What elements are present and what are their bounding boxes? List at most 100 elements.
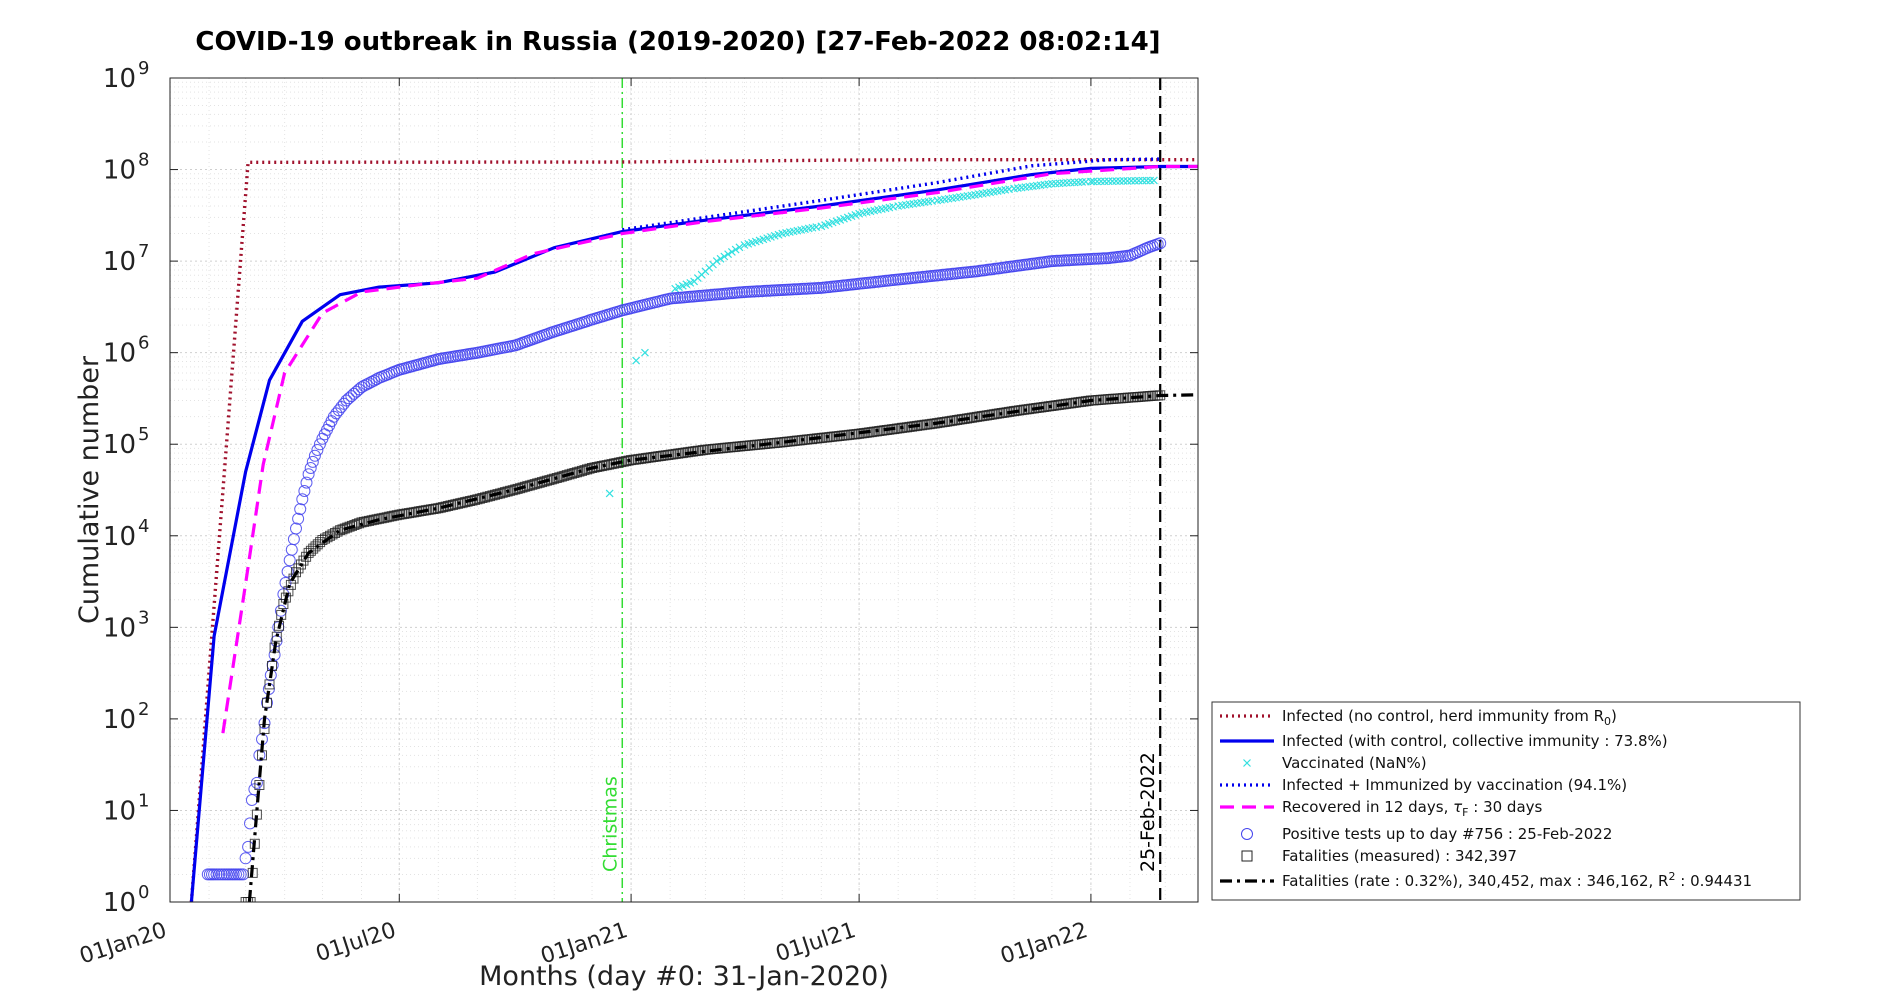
data-point bbox=[502, 486, 513, 497]
data-point bbox=[308, 449, 321, 462]
y-tick-label: 10 bbox=[103, 430, 136, 460]
data-point bbox=[285, 579, 296, 590]
x-axis-label: Months (day #0: 31-Jan-2020) bbox=[479, 961, 889, 992]
series-4 bbox=[221, 164, 1198, 734]
data-point bbox=[720, 252, 729, 261]
data-point bbox=[716, 254, 725, 263]
data-point bbox=[218, 868, 231, 881]
y-tick-label: 10 bbox=[103, 705, 136, 735]
plot-area bbox=[170, 78, 1198, 902]
data-point bbox=[271, 631, 282, 642]
data-point bbox=[1154, 237, 1167, 250]
data-point bbox=[294, 503, 307, 516]
data-point bbox=[239, 852, 252, 865]
legend-entry: Positive tests up to day #756 : 25-Feb-2… bbox=[1241, 825, 1612, 843]
series-line bbox=[247, 393, 1198, 902]
series-1 bbox=[189, 164, 1198, 902]
legend: Infected (no control, herd immunity from… bbox=[1211, 701, 1801, 901]
legend-entry: Fatalities (measured) : 342,397 bbox=[1241, 847, 1517, 865]
legend-label: Infected (no control, herd immunity from… bbox=[1282, 707, 1617, 728]
series-5 bbox=[201, 237, 1167, 881]
legend-box bbox=[1211, 701, 1801, 901]
series-line bbox=[189, 164, 1198, 902]
minor-grid bbox=[169, 78, 1198, 902]
data-point bbox=[215, 868, 228, 881]
data-point bbox=[302, 468, 315, 481]
data-point bbox=[288, 573, 299, 584]
annotation-lines bbox=[621, 78, 1162, 902]
legend-entry: Fatalities (rate : 0.32%), 340,452, max … bbox=[1220, 870, 1752, 890]
data-point bbox=[278, 599, 289, 609]
data-point bbox=[253, 749, 266, 762]
data-point bbox=[292, 512, 305, 525]
legend-label: Fatalities (rate : 0.32%), 340,452, max … bbox=[1282, 870, 1752, 890]
data-point bbox=[281, 565, 294, 578]
data-point bbox=[254, 780, 265, 790]
y-tick-exponent: 2 bbox=[138, 699, 149, 720]
data-point bbox=[298, 485, 311, 497]
y-axis-label: Cumulative number bbox=[74, 355, 105, 624]
data-point bbox=[549, 473, 560, 484]
legend-swatch bbox=[1241, 850, 1253, 862]
data-point bbox=[605, 489, 614, 498]
legend-entry: Infected (with control, collective immun… bbox=[1220, 732, 1668, 750]
data-point bbox=[296, 559, 306, 570]
data-point bbox=[724, 250, 733, 259]
data-point bbox=[296, 493, 309, 506]
y-tick-exponent: 1 bbox=[138, 790, 149, 811]
data-point bbox=[274, 620, 284, 631]
series-line bbox=[221, 164, 1198, 734]
y-tick-exponent: 7 bbox=[138, 241, 149, 262]
legend-label: Fatalities (measured) : 342,397 bbox=[1282, 847, 1517, 865]
legend-entry: Infected + Immunized by vaccination (94.… bbox=[1220, 776, 1627, 794]
data-point bbox=[250, 776, 263, 789]
data-point bbox=[290, 522, 302, 535]
series-line bbox=[622, 157, 1161, 232]
y-tick-label: 10 bbox=[103, 156, 136, 186]
data-point bbox=[208, 868, 221, 881]
legend-label: Infected (with control, collective immun… bbox=[1282, 732, 1668, 750]
y-tick-label: 10 bbox=[103, 247, 136, 277]
data-point bbox=[298, 555, 309, 566]
legend-swatch bbox=[1243, 759, 1251, 767]
data-point bbox=[330, 528, 340, 538]
y-tick-label: 10 bbox=[103, 339, 136, 369]
y-tick-label: 10 bbox=[103, 796, 136, 826]
data-point bbox=[300, 476, 313, 489]
data-point bbox=[735, 243, 744, 252]
annotation-labels: Christmas 25-Feb-2022 bbox=[599, 752, 1159, 872]
legend-entry: Vaccinated (NaN%) bbox=[1243, 754, 1427, 772]
data-point bbox=[477, 493, 488, 503]
data-point bbox=[313, 438, 326, 451]
y-tick-exponent: 9 bbox=[138, 58, 149, 79]
data-point bbox=[213, 868, 226, 881]
series-2 bbox=[605, 176, 1158, 498]
data-point bbox=[311, 444, 324, 456]
series-layer bbox=[189, 157, 1198, 902]
data-point bbox=[574, 466, 585, 477]
annotation-label: 25-Feb-2022 bbox=[1137, 752, 1159, 872]
legend-label: Vaccinated (NaN%) bbox=[1282, 754, 1427, 772]
y-tick-label: 10 bbox=[103, 64, 136, 94]
y-tick-label: 10 bbox=[103, 888, 136, 918]
y-tick-exponent: 8 bbox=[138, 150, 149, 171]
y-tick-exponent: 6 bbox=[138, 333, 149, 354]
legend-entry: Infected (no control, herd immunity from… bbox=[1220, 707, 1617, 728]
legend-label: Infected + Immunized by vaccination (94.… bbox=[1282, 776, 1627, 794]
data-point bbox=[1086, 177, 1095, 186]
data-point bbox=[304, 462, 317, 474]
chart-title: COVID-19 outbreak in Russia (2019-2020) … bbox=[195, 27, 1160, 57]
legend-label: Recovered in 12 days, τF : 30 days bbox=[1282, 798, 1543, 819]
y-tick-exponent: 3 bbox=[138, 607, 149, 628]
data-point bbox=[234, 868, 247, 881]
data-point bbox=[306, 455, 319, 468]
y-tick-exponent: 5 bbox=[138, 424, 149, 445]
plot-frame bbox=[169, 77, 1199, 903]
data-point bbox=[210, 868, 223, 881]
y-tick-exponent: 4 bbox=[138, 516, 149, 537]
legend-entry: Recovered in 12 days, τF : 30 days bbox=[1220, 798, 1543, 819]
data-point bbox=[223, 868, 235, 881]
series-3 bbox=[622, 157, 1161, 232]
